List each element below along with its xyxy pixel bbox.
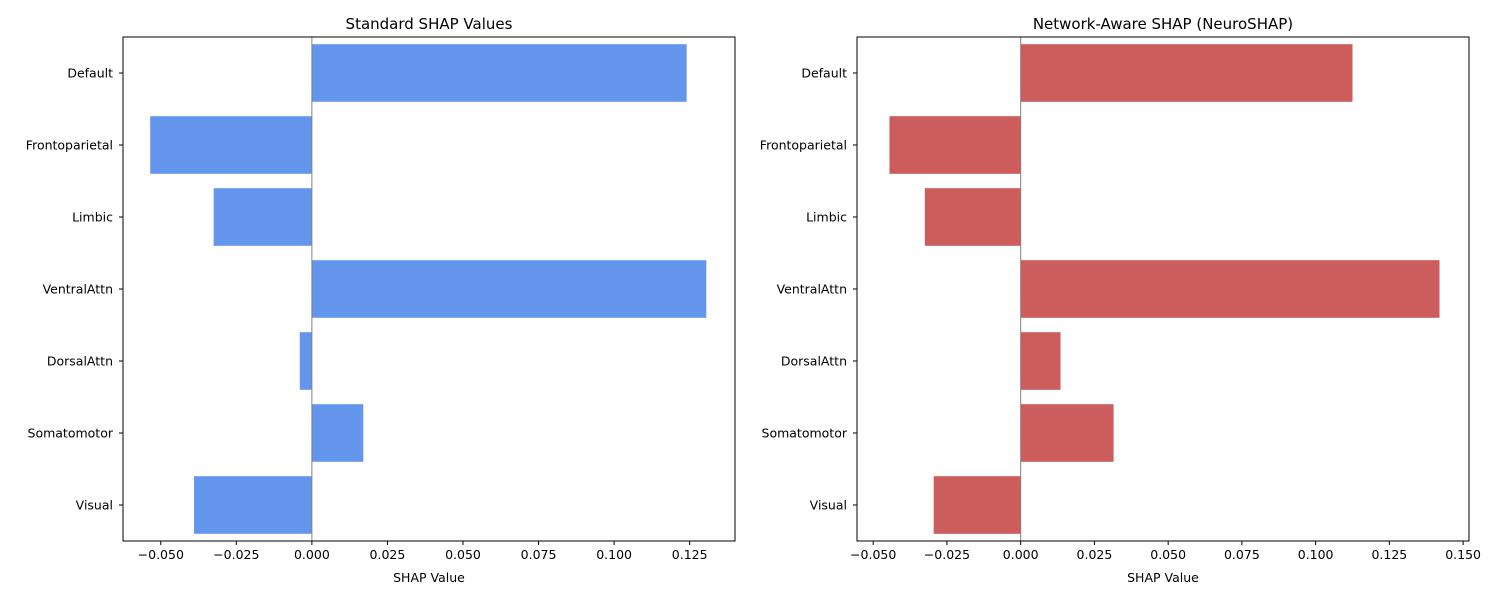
bar-dorsalattn	[299, 332, 312, 390]
chart-title: Network-Aware SHAP (NeuroSHAP)	[1033, 15, 1293, 33]
x-tick-label: 0.125	[1371, 547, 1407, 562]
x-tick-label: 0.100	[1298, 547, 1334, 562]
y-tick-label: VentralAttn	[43, 282, 113, 297]
x-tick-label: −0.025	[924, 547, 970, 562]
bar-somatomotor	[1020, 404, 1114, 462]
bar-ventralattn	[1020, 260, 1440, 318]
x-tick-label: −0.025	[213, 547, 259, 562]
y-tick-label: Limbic	[72, 210, 113, 225]
x-axis-label: SHAP Value	[393, 570, 465, 585]
bar-dorsalattn	[1020, 332, 1061, 390]
chart-title: Standard SHAP Values	[346, 15, 513, 33]
x-tick-label: 0.150	[1445, 547, 1481, 562]
y-tick-label: Visual	[76, 498, 113, 513]
y-tick-label: Default	[801, 66, 847, 81]
bar-frontoparietal	[889, 116, 1021, 174]
bar-limbic	[213, 188, 312, 246]
bar-visual	[933, 476, 1021, 534]
x-tick-label: 0.100	[596, 547, 632, 562]
x-tick-label: 0.125	[672, 547, 708, 562]
chart-panel-2: Default Frontoparietal Limbic VentralAttn Do…	[760, 15, 1481, 585]
x-tick-label: 0.050	[445, 547, 481, 562]
y-tick-label: DorsalAttn	[47, 354, 113, 369]
bar-ventralattn	[311, 260, 707, 318]
y-tick-label: Visual	[810, 498, 847, 513]
y-tick-label: Somatomotor	[28, 426, 114, 441]
x-tick-label: 0.025	[1077, 547, 1113, 562]
x-tick-label: −0.050	[138, 547, 184, 562]
x-tick-label: 0.025	[370, 547, 406, 562]
x-tick-label: 0.000	[294, 547, 330, 562]
y-tick-label: Default	[67, 66, 113, 81]
y-tick-label: Limbic	[806, 210, 847, 225]
x-axis-label: SHAP Value	[1127, 570, 1199, 585]
x-tick-label: 0.000	[1003, 547, 1039, 562]
bar-limbic	[924, 188, 1021, 246]
y-tick-label: Frontoparietal	[760, 138, 847, 153]
bar-visual	[194, 476, 312, 534]
chart-panel-1: Default Frontoparietal Limbic VentralAttn Do…	[26, 15, 736, 585]
bar-somatomotor	[311, 404, 364, 462]
x-tick-label: 0.050	[1150, 547, 1186, 562]
y-tick-label: DorsalAttn	[781, 354, 847, 369]
y-tick-label: VentralAttn	[777, 282, 847, 297]
y-tick-label: Frontoparietal	[26, 138, 113, 153]
y-tick-label: Somatomotor	[762, 426, 848, 441]
x-tick-label: 0.075	[1224, 547, 1260, 562]
x-tick-label: 0.075	[521, 547, 557, 562]
bar-default	[311, 44, 687, 102]
x-tick-label: −0.050	[850, 547, 896, 562]
bar-frontoparietal	[150, 116, 312, 174]
bar-default	[1020, 44, 1353, 102]
